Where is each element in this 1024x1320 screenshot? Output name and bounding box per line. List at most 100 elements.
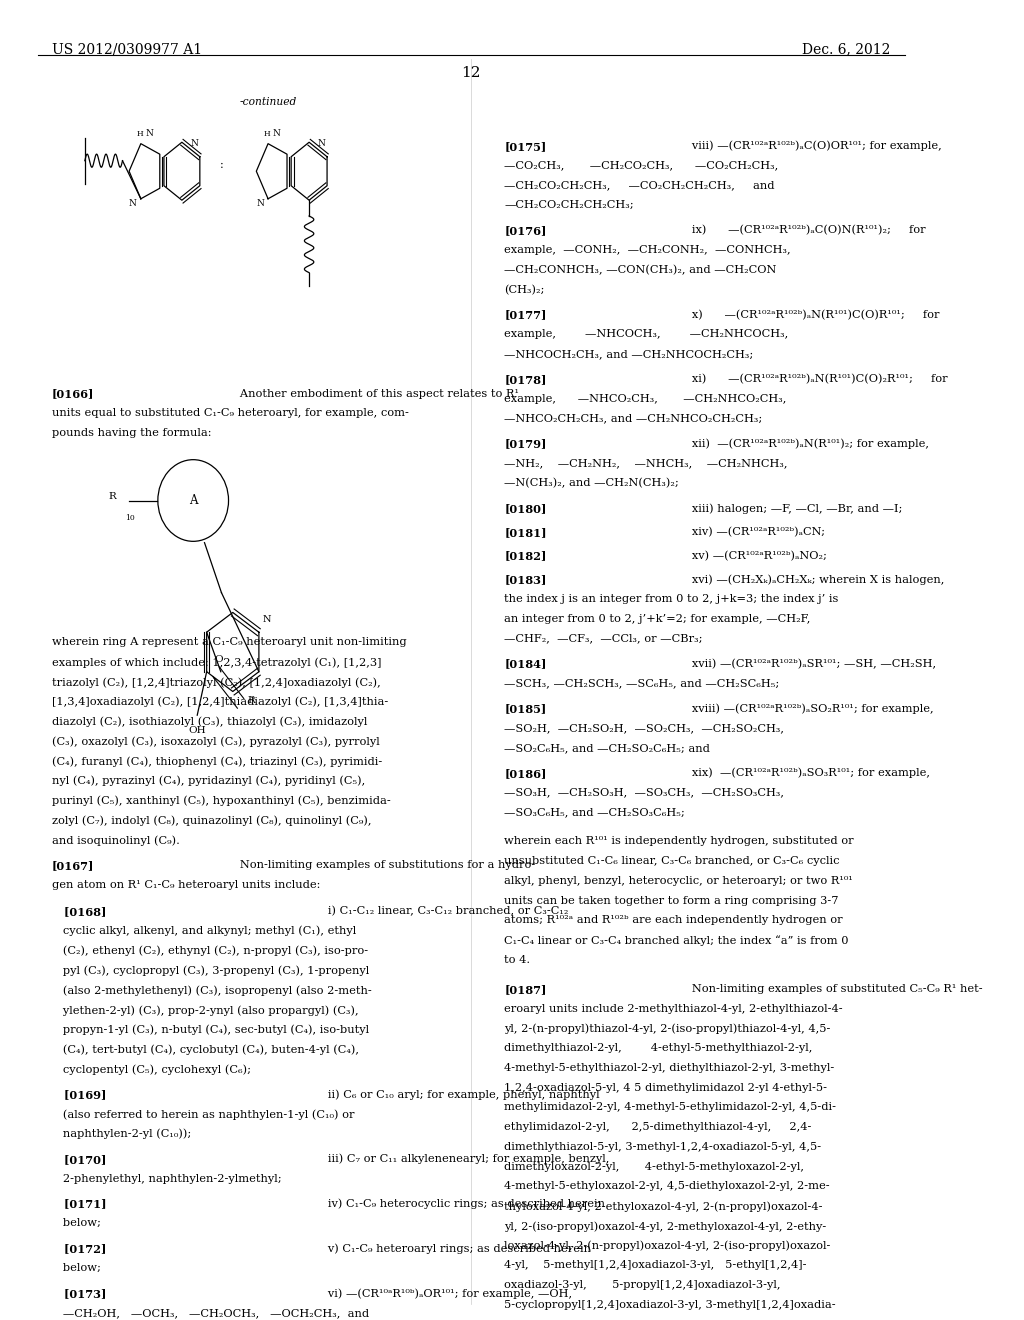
Text: to 4.: to 4. xyxy=(504,954,530,965)
Text: [0180]: [0180] xyxy=(504,503,547,513)
Text: examples of which include: 1,2,3,4-tetrazolyl (C₁), [1,2,3]: examples of which include: 1,2,3,4-tetra… xyxy=(52,657,381,668)
Text: Non-limiting examples of substitutions for a hydro-: Non-limiting examples of substitutions f… xyxy=(228,861,535,870)
Text: —CH₂OH,   —OCH₃,   —CH₂OCH₃,   —OCH₂CH₃,  and: —CH₂OH, —OCH₃, —CH₂OCH₃, —OCH₂CH₃, and xyxy=(52,1308,369,1317)
Text: N: N xyxy=(145,129,153,139)
Text: cyclic alkyl, alkenyl, and alkynyl; methyl (C₁), ethyl: cyclic alkyl, alkenyl, and alkynyl; meth… xyxy=(52,925,356,936)
Text: xvii) —(CR¹⁰²ᵃR¹⁰²ᵇ)ₐSR¹⁰¹; —SH, —CH₂SH,: xvii) —(CR¹⁰²ᵃR¹⁰²ᵇ)ₐSR¹⁰¹; —SH, —CH₂SH, xyxy=(681,659,936,669)
Text: Another embodiment of this aspect relates to R¹: Another embodiment of this aspect relate… xyxy=(228,388,519,399)
Text: pounds having the formula:: pounds having the formula: xyxy=(52,428,211,438)
Text: N: N xyxy=(190,139,198,148)
Text: units equal to substituted C₁-C₉ heteroaryl, for example, com-: units equal to substituted C₁-C₉ heteroa… xyxy=(52,408,409,418)
Text: [0169]: [0169] xyxy=(52,1089,106,1101)
Text: —N(CH₃)₂, and —CH₂N(CH₃)₂;: —N(CH₃)₂, and —CH₂N(CH₃)₂; xyxy=(504,478,679,488)
Text: US 2012/0309977 A1: US 2012/0309977 A1 xyxy=(52,42,202,57)
Text: [0177]: [0177] xyxy=(504,309,547,321)
Text: ethylimidazol-2-yl,      2,5-dimethylthiazol-4-yl,     2,4-: ethylimidazol-2-yl, 2,5-dimethylthiazol-… xyxy=(504,1122,812,1133)
Text: N: N xyxy=(129,199,137,207)
Text: triazolyl (C₂), [1,2,4]triazolyl (C₂), [1,2,4]oxadiazolyl (C₂),: triazolyl (C₂), [1,2,4]triazolyl (C₂), [… xyxy=(52,677,381,688)
Text: A: A xyxy=(189,494,198,507)
Text: [0170]: [0170] xyxy=(52,1154,106,1164)
Text: loxazol-4-yl, 2-(n-propyl)oxazol-4-yl, 2-(iso-propyl)oxazol-: loxazol-4-yl, 2-(n-propyl)oxazol-4-yl, 2… xyxy=(504,1241,830,1251)
Text: [0185]: [0185] xyxy=(504,704,547,714)
Text: (C₄), furanyl (C₄), thiophenyl (C₄), triazinyl (C₃), pyrimidi-: (C₄), furanyl (C₄), thiophenyl (C₄), tri… xyxy=(52,756,382,767)
Text: —SO₃C₆H₅, and —CH₂SO₃C₆H₅;: —SO₃C₆H₅, and —CH₂SO₃C₆H₅; xyxy=(504,808,685,817)
Text: vi) —(CR¹⁰ᵃR¹⁰ᵇ)ₐOR¹⁰¹; for example, —OH,: vi) —(CR¹⁰ᵃR¹⁰ᵇ)ₐOR¹⁰¹; for example, —OH… xyxy=(317,1288,572,1299)
Text: —NHCO₂CH₂CH₃, and —CH₂NHCO₂CH₂CH₃;: —NHCO₂CH₂CH₃, and —CH₂NHCO₂CH₂CH₃; xyxy=(504,413,763,424)
Text: [0167]: [0167] xyxy=(52,861,94,871)
Text: 5-cyclopropyl[1,2,4]oxadiazol-3-yl, 3-methyl[1,2,4]oxadia-: 5-cyclopropyl[1,2,4]oxadiazol-3-yl, 3-me… xyxy=(504,1300,836,1309)
Text: [0175]: [0175] xyxy=(504,141,547,152)
Text: i) C₁-C₁₂ linear, C₃-C₁₂ branched, or C₃-C₁₂: i) C₁-C₁₂ linear, C₃-C₁₂ branched, or C₃… xyxy=(317,906,568,916)
Text: (also referred to herein as naphthylen-1-yl (C₁₀) or: (also referred to herein as naphthylen-1… xyxy=(52,1109,354,1119)
Text: and isoquinolinyl (C₉).: and isoquinolinyl (C₉). xyxy=(52,836,179,846)
Text: N: N xyxy=(256,199,264,207)
Text: —CH₂CO₂CH₂CH₃,     —CO₂CH₂CH₂CH₃,     and: —CH₂CO₂CH₂CH₃, —CO₂CH₂CH₂CH₃, and xyxy=(504,181,775,190)
Text: 12: 12 xyxy=(462,66,481,79)
Text: [0168]: [0168] xyxy=(52,906,106,917)
Text: (C₃), oxazolyl (C₃), isoxazolyl (C₃), pyrazolyl (C₃), pyrrolyl: (C₃), oxazolyl (C₃), isoxazolyl (C₃), py… xyxy=(52,737,380,747)
Text: dimethlythiazol-5-yl, 3-methyl-1,2,4-oxadiazol-5-yl, 4,5-: dimethlythiazol-5-yl, 3-methyl-1,2,4-oxa… xyxy=(504,1142,821,1152)
Text: H: H xyxy=(136,131,143,139)
Text: diazolyl (C₂), isothiazolyl (C₃), thiazolyl (C₃), imidazolyl: diazolyl (C₂), isothiazolyl (C₃), thiazo… xyxy=(52,717,368,727)
Text: —CO₂CH₃,       —CH₂CO₂CH₃,      —CO₂CH₂CH₃,: —CO₂CH₃, —CH₂CO₂CH₃, —CO₂CH₂CH₃, xyxy=(504,161,778,170)
Text: :: : xyxy=(219,160,223,170)
Text: xix)  —(CR¹⁰²ᵃR¹⁰²ᵇ)ₐSO₃R¹⁰¹; for example,: xix) —(CR¹⁰²ᵃR¹⁰²ᵇ)ₐSO₃R¹⁰¹; for example… xyxy=(681,768,930,779)
Text: [0173]: [0173] xyxy=(52,1288,106,1299)
Text: naphthylen-2-yl (C₁₀));: naphthylen-2-yl (C₁₀)); xyxy=(52,1129,191,1139)
Text: —CH₂CO₂CH₂CH₂CH₃;: —CH₂CO₂CH₂CH₂CH₃; xyxy=(504,201,634,210)
Text: [0171]: [0171] xyxy=(52,1199,106,1209)
Text: [0187]: [0187] xyxy=(504,983,547,995)
Text: dimethyloxazol-2-yl,       4-ethyl-5-methyloxazol-2-yl,: dimethyloxazol-2-yl, 4-ethyl-5-methyloxa… xyxy=(504,1162,804,1172)
Text: [1,3,4]oxadiazolyl (C₂), [1,2,4]thiadiazolyl (C₂), [1,3,4]thia-: [1,3,4]oxadiazolyl (C₂), [1,2,4]thiadiaz… xyxy=(52,697,388,708)
Text: [0172]: [0172] xyxy=(52,1243,106,1254)
Text: below;: below; xyxy=(52,1218,100,1229)
Text: xi)      —(CR¹⁰²ᵃR¹⁰²ᵇ)ₐN(R¹⁰¹)C(O)₂R¹⁰¹;     for: xi) —(CR¹⁰²ᵃR¹⁰²ᵇ)ₐN(R¹⁰¹)C(O)₂R¹⁰¹; for xyxy=(681,374,948,384)
Text: —NHCOCH₂CH₃, and —CH₂NHCOCH₂CH₃;: —NHCOCH₂CH₃, and —CH₂NHCOCH₂CH₃; xyxy=(504,348,754,359)
Text: Dec. 6, 2012: Dec. 6, 2012 xyxy=(802,42,891,57)
Text: —CHF₂,  —CF₃,  —CCl₃, or —CBr₃;: —CHF₂, —CF₃, —CCl₃, or —CBr₃; xyxy=(504,634,702,644)
Text: thyloxazol-4-yl, 2-ethyloxazol-4-yl, 2-(n-propyl)oxazol-4-: thyloxazol-4-yl, 2-ethyloxazol-4-yl, 2-(… xyxy=(504,1201,822,1212)
Text: nyl (C₄), pyrazinyl (C₄), pyridazinyl (C₄), pyridinyl (C₅),: nyl (C₄), pyrazinyl (C₄), pyridazinyl (C… xyxy=(52,776,366,787)
Text: yl, 2-(iso-propyl)oxazol-4-yl, 2-methyloxazol-4-yl, 2-ethy-: yl, 2-(iso-propyl)oxazol-4-yl, 2-methylo… xyxy=(504,1221,826,1232)
Text: iv) C₁-C₉ heterocyclic rings; as described herein: iv) C₁-C₉ heterocyclic rings; as describ… xyxy=(317,1199,605,1209)
Text: pyl (C₃), cyclopropyl (C₃), 3-propenyl (C₃), 1-propenyl: pyl (C₃), cyclopropyl (C₃), 3-propenyl (… xyxy=(52,965,369,975)
Text: yl, 2-(n-propyl)thiazol-4-yl, 2-(iso-propyl)thiazol-4-yl, 4,5-: yl, 2-(n-propyl)thiazol-4-yl, 2-(iso-pro… xyxy=(504,1023,830,1034)
Text: [0176]: [0176] xyxy=(504,226,547,236)
Text: wherein each R¹⁰¹ is independently hydrogen, substituted or: wherein each R¹⁰¹ is independently hydro… xyxy=(504,837,854,846)
Text: atoms; R¹⁰²ᵃ and R¹⁰²ᵇ are each independently hydrogen or: atoms; R¹⁰²ᵃ and R¹⁰²ᵇ are each independ… xyxy=(504,915,843,925)
Text: -continued: -continued xyxy=(240,98,297,107)
Text: example,      —NHCO₂CH₃,       —CH₂NHCO₂CH₃,: example, —NHCO₂CH₃, —CH₂NHCO₂CH₃, xyxy=(504,393,786,404)
Text: xii)  —(CR¹⁰²ᵃR¹⁰²ᵇ)ₐN(R¹⁰¹)₂; for example,: xii) —(CR¹⁰²ᵃR¹⁰²ᵇ)ₐN(R¹⁰¹)₂; for exampl… xyxy=(681,438,929,449)
Text: zolyl (C₇), indolyl (C₈), quinazolinyl (C₈), quinolinyl (C₉),: zolyl (C₇), indolyl (C₈), quinazolinyl (… xyxy=(52,816,372,826)
Text: N: N xyxy=(272,129,281,139)
Text: eroaryl units include 2-methylthiazol-4-yl, 2-ethylthiazol-4-: eroaryl units include 2-methylthiazol-4-… xyxy=(504,1003,843,1014)
Text: —SO₂H,  —CH₂SO₂H,  —SO₂CH₃,  —CH₂SO₂CH₃,: —SO₂H, —CH₂SO₂H, —SO₂CH₃, —CH₂SO₂CH₃, xyxy=(504,723,784,733)
Text: —NH₂,    —CH₂NH₂,    —NHCH₃,    —CH₂NHCH₃,: —NH₂, —CH₂NH₂, —NHCH₃, —CH₂NHCH₃, xyxy=(504,458,787,469)
Text: example,  —CONH₂,  —CH₂CONH₂,  —CONHCH₃,: example, —CONH₂, —CH₂CONH₂, —CONHCH₃, xyxy=(504,246,791,255)
Text: —SO₃H,  —CH₂SO₃H,  —SO₃CH₃,  —CH₂SO₃CH₃,: —SO₃H, —CH₂SO₃H, —SO₃CH₃, —CH₂SO₃CH₃, xyxy=(504,788,784,797)
Text: (C₂), ethenyl (C₂), ethynyl (C₂), n-propyl (C₃), iso-pro-: (C₂), ethenyl (C₂), ethynyl (C₂), n-prop… xyxy=(52,945,368,956)
Text: cyclopentyl (C₅), cyclohexyl (C₆);: cyclopentyl (C₅), cyclohexyl (C₆); xyxy=(52,1064,251,1074)
Text: viii) —(CR¹⁰²ᵃR¹⁰²ᵇ)ₐC(O)OR¹⁰¹; for example,: viii) —(CR¹⁰²ᵃR¹⁰²ᵇ)ₐC(O)OR¹⁰¹; for exam… xyxy=(681,141,942,152)
Text: [0182]: [0182] xyxy=(504,550,547,561)
Text: below;: below; xyxy=(52,1263,100,1272)
Text: xvi) —(CH₂Xₖ)ₐCH₂Xₖ; wherein X is halogen,: xvi) —(CH₂Xₖ)ₐCH₂Xₖ; wherein X is haloge… xyxy=(681,574,944,585)
Text: 10: 10 xyxy=(125,513,135,521)
Text: an integer from 0 to 2, j’+k’=2; for example, —CH₂F,: an integer from 0 to 2, j’+k’=2; for exa… xyxy=(504,614,811,624)
Text: R: R xyxy=(247,696,255,705)
Text: xiv) —(CR¹⁰²ᵃR¹⁰²ᵇ)ₐCN;: xiv) —(CR¹⁰²ᵃR¹⁰²ᵇ)ₐCN; xyxy=(681,527,825,537)
Text: —SCH₃, —CH₂SCH₃, —SC₆H₅, and —CH₂SC₆H₅;: —SCH₃, —CH₂SCH₃, —SC₆H₅, and —CH₂SC₆H₅; xyxy=(504,678,779,688)
Text: [0179]: [0179] xyxy=(504,438,547,450)
Text: ylethen-2-yl) (C₃), prop-2-ynyl (also propargyl) (C₃),: ylethen-2-yl) (C₃), prop-2-ynyl (also pr… xyxy=(52,1005,358,1015)
Text: xv) —(CR¹⁰²ᵃR¹⁰²ᵇ)ₐNO₂;: xv) —(CR¹⁰²ᵃR¹⁰²ᵇ)ₐNO₂; xyxy=(681,550,827,561)
Text: C₁-C₄ linear or C₃-C₄ branched alkyl; the index “a” is from 0: C₁-C₄ linear or C₃-C₄ branched alkyl; th… xyxy=(504,935,849,946)
Text: v) C₁-C₉ heteroaryl rings; as described herein: v) C₁-C₉ heteroaryl rings; as described … xyxy=(317,1243,591,1254)
Text: [0181]: [0181] xyxy=(504,527,547,537)
Text: —SO₂C₆H₅, and —CH₂SO₂C₆H₅; and: —SO₂C₆H₅, and —CH₂SO₂C₆H₅; and xyxy=(504,743,710,752)
Text: 4-yl,    5-methyl[1,2,4]oxadiazol-3-yl,   5-ethyl[1,2,4]-: 4-yl, 5-methyl[1,2,4]oxadiazol-3-yl, 5-e… xyxy=(504,1261,807,1270)
Text: O: O xyxy=(215,655,223,664)
Text: dimethylthiazol-2-yl,        4-ethyl-5-methylthiazol-2-yl,: dimethylthiazol-2-yl, 4-ethyl-5-methylth… xyxy=(504,1043,813,1053)
Text: xiii) halogen; —F, —Cl, —Br, and —I;: xiii) halogen; —F, —Cl, —Br, and —I; xyxy=(681,503,902,513)
Text: Non-limiting examples of substituted C₅-C₉ R¹ het-: Non-limiting examples of substituted C₅-… xyxy=(681,983,983,994)
Text: H: H xyxy=(264,131,270,139)
